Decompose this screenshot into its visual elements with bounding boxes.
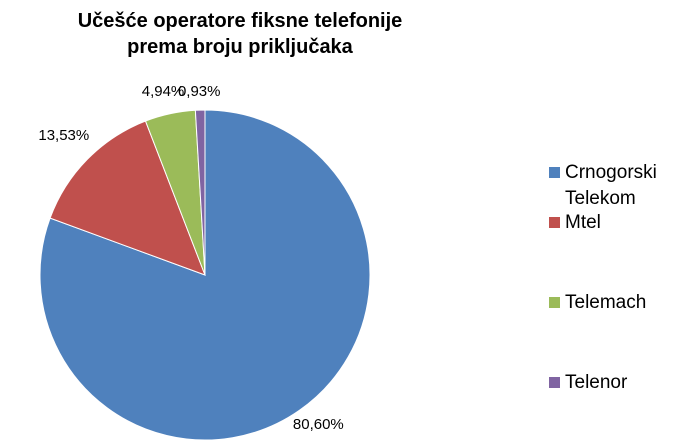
legend-item: Telemach bbox=[549, 290, 689, 316]
data-label: 13,53% bbox=[38, 127, 89, 144]
pie-slice bbox=[194, 109, 206, 276]
chart-title: Učešće operatore fiksne telefonije prema… bbox=[77, 10, 403, 58]
legend-label: Crnogorski Telekom bbox=[565, 162, 657, 209]
legend-label: Telemach bbox=[565, 292, 647, 313]
data-label: 4,94% bbox=[142, 83, 185, 100]
legend-label: Mtel bbox=[565, 212, 601, 233]
legend-swatch bbox=[549, 297, 560, 308]
data-label: 0,93% bbox=[178, 83, 221, 100]
legend-label: Telenor bbox=[565, 372, 628, 393]
legend-swatch bbox=[549, 217, 560, 228]
legend-swatch bbox=[549, 167, 560, 178]
pie-slice bbox=[49, 120, 206, 276]
legend-item: Telenor bbox=[549, 370, 689, 396]
legend-item: Mtel bbox=[549, 210, 689, 236]
legend-item: Crnogorski Telekom bbox=[549, 160, 689, 212]
data-label: 80,60% bbox=[293, 416, 344, 433]
legend-swatch bbox=[549, 377, 560, 388]
